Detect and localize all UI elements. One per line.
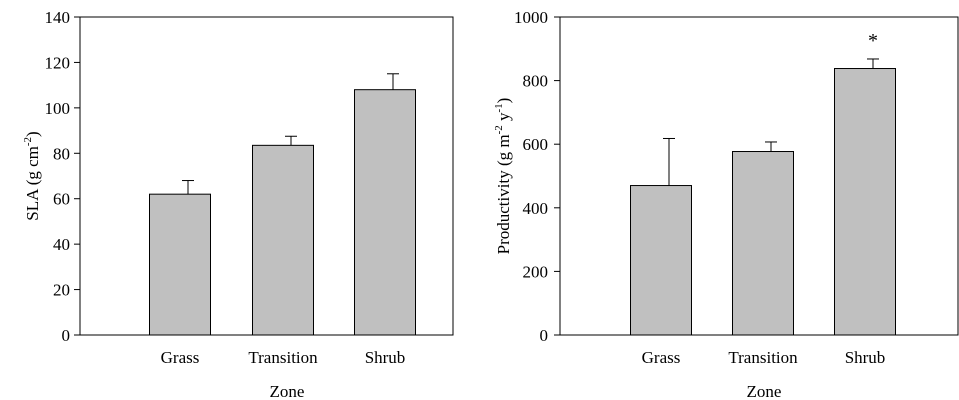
- y-tick-label: 120: [45, 53, 71, 72]
- y-axis-title: SLA (g cm-2): [22, 131, 42, 220]
- x-axis-title: Zone: [747, 382, 782, 400]
- category-labels: Grass Transition Shrub: [161, 348, 406, 367]
- y-ticks: 0 20 40 60 80 100 120 140: [45, 8, 80, 345]
- category-label: Grass: [161, 348, 200, 367]
- bar: [252, 144, 314, 336]
- y-tick-label: 1000: [514, 8, 548, 27]
- y-ticks: 0 200 400 600 800 1000: [514, 8, 560, 345]
- bar: [834, 68, 896, 336]
- category-labels: Grass Transition Shrub: [642, 348, 886, 367]
- productivity-chart: 0 200 400 600 800 1000 * Grass Transition Shrub…: [493, 8, 959, 400]
- y-tick-label: 60: [53, 190, 70, 209]
- significance-marker: *: [868, 30, 878, 52]
- category-label: Transition: [248, 348, 318, 367]
- category-label: Transition: [728, 348, 798, 367]
- y-tick-label: 200: [523, 262, 549, 281]
- bar: [630, 185, 692, 336]
- bar: [149, 193, 211, 336]
- category-label: Shrub: [365, 348, 406, 367]
- y-tick-label: 400: [523, 199, 549, 218]
- y-tick-label: 600: [523, 135, 549, 154]
- y-axis-title: Productivity (g m-2 y-1): [493, 98, 513, 255]
- y-tick-label: 0: [62, 326, 71, 345]
- bar: [354, 89, 416, 336]
- y-tick-label: 20: [53, 281, 70, 300]
- bars: [149, 73, 416, 336]
- category-label: Grass: [642, 348, 681, 367]
- x-axis-title: Zone: [270, 382, 305, 400]
- y-tick-label: 80: [53, 144, 70, 163]
- bar: [732, 151, 794, 336]
- y-tick-label: 100: [45, 99, 71, 118]
- category-label: Shrub: [845, 348, 886, 367]
- y-tick-label: 0: [540, 326, 549, 345]
- y-tick-label: 140: [45, 8, 71, 27]
- y-tick-label: 40: [53, 235, 70, 254]
- y-tick-label: 800: [523, 72, 549, 91]
- bars: *: [630, 30, 896, 336]
